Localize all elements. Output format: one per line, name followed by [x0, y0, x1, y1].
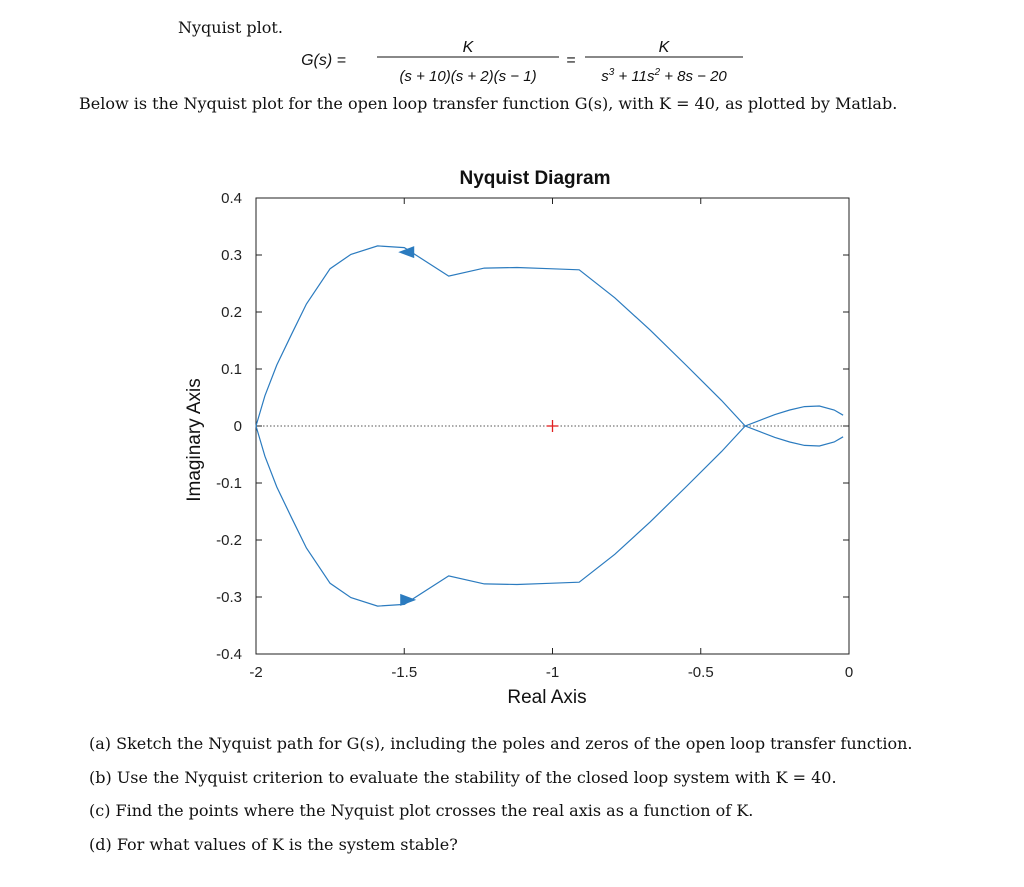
- y-tick-label: 0.1: [221, 361, 242, 378]
- x-tick-label: -1: [546, 664, 559, 681]
- chart-title: Nyquist Diagram: [460, 168, 611, 189]
- eq-denominator-2: s3 + 11s2 + 8s − 20: [601, 67, 727, 85]
- direction-arrow-lower: [400, 593, 417, 606]
- eq-denominator-1: (s + 10)(s + 2)(s − 1): [399, 68, 536, 85]
- question-list: (a) Sketch the Nyquist path for G(s), in…: [89, 734, 912, 868]
- heading: Nyquist plot.: [178, 18, 283, 37]
- x-tick-label: 0: [845, 664, 853, 681]
- eq-lhs: G(s) =: [301, 52, 346, 69]
- critical-point-marker: [546, 420, 559, 432]
- eq-numerator-1: K: [463, 39, 475, 56]
- y-tick-label: 0.4: [221, 190, 242, 207]
- x-tick-label: -0.5: [688, 664, 714, 681]
- y-tick-label: 0: [234, 418, 242, 435]
- y-tick-label: -0.1: [216, 475, 242, 492]
- question-c: (c) Find the points where the Nyquist pl…: [89, 801, 754, 820]
- transfer-function-equation: G(s) = K (s + 10)(s + 2)(s − 1) = K s3 +…: [301, 39, 743, 85]
- x-axis-ticks: -2 -1.5 -1 -0.5 0: [249, 198, 853, 681]
- y-tick-label: -0.4: [216, 646, 242, 663]
- y-tick-label: -0.3: [216, 589, 242, 606]
- x-tick-label: -2: [249, 664, 262, 681]
- y-tick-label: -0.2: [216, 532, 242, 549]
- y-axis-ticks: 0.4 0.3 0.2 0.1 0 -0.1 -0.2 -0.3 -0.4: [216, 190, 849, 663]
- question-a: (a) Sketch the Nyquist path for G(s), in…: [89, 734, 913, 753]
- y-axis-label: Imaginary Axis: [184, 378, 205, 502]
- intro-paragraph: Below is the Nyquist plot for the open l…: [79, 94, 898, 113]
- x-axis-label: Real Axis: [507, 687, 586, 708]
- eq-equals: =: [566, 52, 575, 69]
- question-b: (b) Use the Nyquist criterion to evaluat…: [89, 767, 837, 787]
- question-d: (d) For what values of K is the system s…: [89, 834, 458, 854]
- eq-numerator-2: K: [659, 39, 671, 56]
- nyquist-curve-lower: [255, 405, 844, 607]
- y-tick-label: 0.3: [221, 247, 242, 264]
- direction-arrow-upper: [398, 246, 415, 259]
- nyquist-curve-upper: [255, 245, 844, 447]
- nyquist-chart: Nyquist Diagram -2 -1.5 -1 -0.5 0 0.40.30.20…: [184, 168, 853, 708]
- y-tick-label: 0.2: [221, 304, 242, 321]
- x-tick-label: -1.5: [391, 664, 417, 681]
